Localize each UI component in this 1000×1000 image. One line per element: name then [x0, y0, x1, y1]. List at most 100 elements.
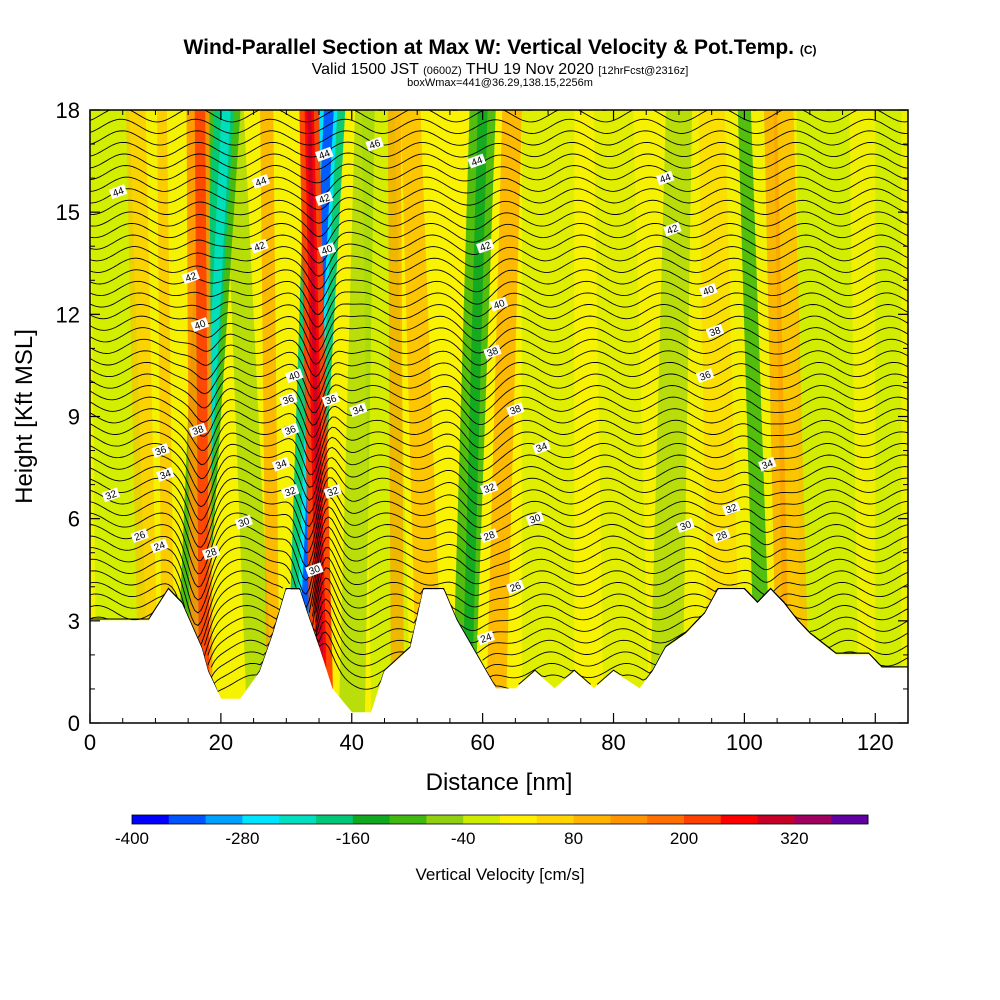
colorbar-label: Vertical Velocity [cm/s]: [415, 865, 584, 884]
contour-label-text: 40: [287, 369, 302, 383]
colorbar-swatch: [794, 815, 832, 824]
contour-label-text: 40: [492, 298, 507, 312]
contour-label: 42: [181, 269, 201, 285]
contour-label-bg: [506, 402, 525, 418]
valid-date: THU 19 Nov 2020: [465, 61, 594, 78]
field-patch: [649, 110, 693, 723]
contour-label: 40: [190, 317, 210, 333]
y-tick-label: 12: [56, 302, 80, 327]
contour-label: 40: [489, 296, 509, 312]
contour-label-bg: [712, 528, 731, 544]
contour-label: 38: [188, 422, 208, 438]
theta-contour-line: [90, 163, 908, 184]
contour-label-bg: [532, 439, 551, 455]
colorbar-swatch: [536, 815, 575, 824]
y-tick-label: 0: [68, 711, 80, 736]
x-axis-label: Distance [nm]: [426, 769, 573, 796]
contour-label-bg: [315, 191, 334, 206]
valid-time-utc: (0600Z): [423, 65, 462, 77]
colorbar-tick-label: -160: [336, 829, 370, 848]
theta-contour-line: [150, 110, 908, 111]
colorbar-swatch: [573, 815, 611, 824]
theta-contour-line: [90, 303, 908, 340]
theta-contour-line: [90, 208, 908, 238]
theta-contour-line: [90, 279, 908, 315]
contour-label-text: 34: [158, 468, 173, 482]
contour-label-bg: [479, 480, 499, 496]
contour-label-text: 34: [761, 458, 776, 472]
contour-label-bg: [699, 283, 718, 298]
contour-label-bg: [317, 242, 337, 258]
contour-label: 36: [279, 392, 298, 407]
contour-label: 32: [101, 487, 121, 503]
contour-label: 36: [151, 443, 170, 459]
updraft-core: [485, 110, 522, 723]
contour-label-bg: [281, 483, 300, 499]
field-patch: [125, 110, 159, 723]
contour-labels: 24 24 26 26 28 28 28 30 30 30 30 32 32 32 32 32 34 34 34 34…: [101, 136, 777, 646]
theta-contour-line: [90, 395, 908, 439]
contour-label-text: 28: [482, 529, 497, 543]
y-tick-label: 9: [68, 405, 80, 430]
theta-contour-line: [90, 315, 908, 353]
chart-subtitle: Valid 1500 JST (0600Z) THU 19 Nov 2020 […: [0, 61, 1000, 79]
contour-label-bg: [476, 630, 496, 646]
theta-contours: [90, 85, 908, 693]
contour-label: 36: [321, 392, 341, 407]
colorbar-tick-label: -280: [225, 829, 259, 848]
theta-contour-line: [90, 141, 908, 158]
contour-label-text: 44: [318, 148, 333, 162]
contour-label-text: 28: [204, 546, 219, 560]
contour-label-bg: [321, 392, 341, 407]
contour-label: 32: [281, 483, 300, 499]
contour-label-bg: [655, 170, 675, 186]
contour-label-text: 34: [535, 441, 550, 455]
contour-label-text: 30: [308, 563, 323, 577]
contour-label-bg: [676, 518, 695, 533]
field-patch: [593, 110, 650, 723]
contour-label-text: 44: [254, 175, 269, 189]
contour-label: 34: [156, 466, 175, 482]
contour-label-text: 38: [486, 346, 501, 360]
colorbar-swatch: [610, 815, 648, 824]
contour-label: 44: [315, 146, 334, 162]
contour-label-text: 44: [658, 172, 673, 186]
y-tick-label: 15: [56, 200, 80, 225]
theta-contour-line: [90, 130, 908, 146]
contour-label-bg: [234, 514, 254, 530]
contour-label: 26: [506, 579, 525, 595]
theta-contour-line: [90, 405, 908, 451]
contour-label-bg: [101, 487, 121, 503]
theta-contour-line: [90, 327, 908, 365]
contour-label-text: 40: [320, 243, 335, 257]
contour-label-bg: [284, 368, 304, 384]
contour-label-text: 42: [318, 192, 333, 206]
contour-label-bg: [279, 392, 298, 407]
contour-label-text: 38: [509, 403, 524, 417]
contour-label-text: 26: [509, 580, 524, 594]
contour-label-bg: [663, 221, 682, 237]
contour-label-bg: [467, 153, 486, 169]
theta-contour-line: [90, 231, 908, 264]
colorbar-swatch: [426, 815, 464, 824]
theta-contour-line: [90, 506, 908, 588]
contour-label: 34: [758, 456, 777, 472]
field-patch: [400, 110, 444, 723]
contour-label: 38: [483, 344, 502, 360]
colorbar-swatch: [463, 815, 501, 824]
colorbar-tick-label: -400: [115, 829, 149, 848]
colorbar-swatch: [242, 815, 280, 824]
contour-label-bg: [251, 174, 271, 189]
contour-label-bg: [525, 511, 545, 527]
contour-label-text: 34: [352, 403, 367, 417]
contour-label-text: 40: [702, 284, 717, 298]
contour-label: 30: [305, 562, 324, 578]
theta-contour-line: [90, 496, 908, 575]
theta-contour-line: [90, 118, 908, 135]
theta-contour-line: [90, 557, 908, 645]
theta-contour-line: [90, 85, 908, 99]
contour-label: 28: [201, 545, 221, 561]
theta-contour-line: [90, 446, 908, 508]
